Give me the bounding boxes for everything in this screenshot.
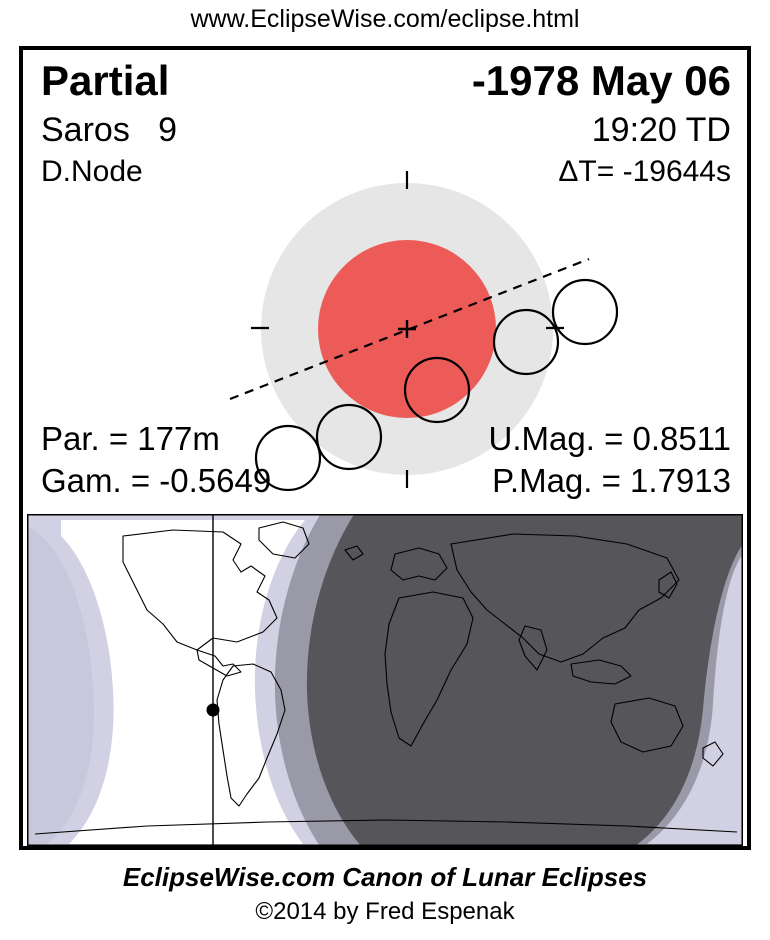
coastline-4: [390, 547, 448, 581]
moon-u1: [315, 403, 383, 471]
delta-t-label: ΔT= -19644s: [558, 155, 731, 188]
umbral-magnitude-label: U.Mag. = 0.8511: [488, 420, 731, 457]
coastline-8: [570, 659, 632, 685]
stats-block: Par. = 177m Gam. = -0.5649 U.Mag. = 0.85…: [41, 420, 731, 510]
coastline-7: [518, 625, 548, 671]
coastline-0: [258, 521, 310, 559]
coastline-3: [216, 663, 286, 807]
coastline-5: [384, 591, 474, 747]
node-deltat-row: D.Node ΔT= -19644s: [41, 154, 731, 192]
eclipse-panel: Partial -1978 May 06 Saros 9 19:20 TD D.…: [19, 46, 751, 850]
shadow-diagram: [229, 171, 619, 492]
moon-p1: [254, 424, 322, 492]
footer-copyright: ©2014 by Fred Espenak: [255, 898, 515, 925]
source-url: www.EclipseWise.com/eclipse.html: [190, 5, 580, 33]
visibility-map: [27, 514, 743, 846]
world-map-svg: [27, 514, 743, 846]
penumbral-magnitude-label: P.Mag. = 1.7913: [492, 462, 731, 499]
moon-greatest: [403, 356, 471, 424]
coastline-9: [610, 697, 684, 753]
footer-title: EclipseWise.com Canon of Lunar Eclipses: [122, 862, 648, 892]
title-row: Partial -1978 May 06: [41, 58, 731, 106]
gamma-label: Gam. = -0.5649: [41, 462, 272, 499]
coastline-11: [658, 571, 678, 599]
penumbral-band-left: [27, 526, 95, 846]
eclipse-date-label: -1978 May 06: [471, 57, 731, 104]
coastline-10: [702, 741, 724, 767]
coastline-6: [450, 533, 680, 663]
partial-duration-label: Par. = 177m: [41, 420, 220, 457]
map-border: [27, 514, 743, 846]
eclipse-not-visible-region: [306, 514, 743, 846]
moon-u4: [492, 308, 560, 376]
eclipse-type-label: Partial: [41, 57, 170, 104]
moon-p4: [551, 278, 619, 346]
coastline-1: [122, 529, 278, 651]
greatest-eclipse-point: [206, 703, 220, 717]
time-label: 19:20 TD: [591, 111, 731, 149]
coastline-12: [34, 819, 738, 835]
coastline-2: [196, 649, 242, 677]
saros-label: Saros 9: [41, 111, 178, 149]
saros-time-row: Saros 9 19:20 TD: [41, 112, 731, 150]
coastline-13: [344, 545, 364, 561]
node-label: D.Node: [41, 155, 143, 188]
eclipse-visible-region: [61, 520, 305, 844]
